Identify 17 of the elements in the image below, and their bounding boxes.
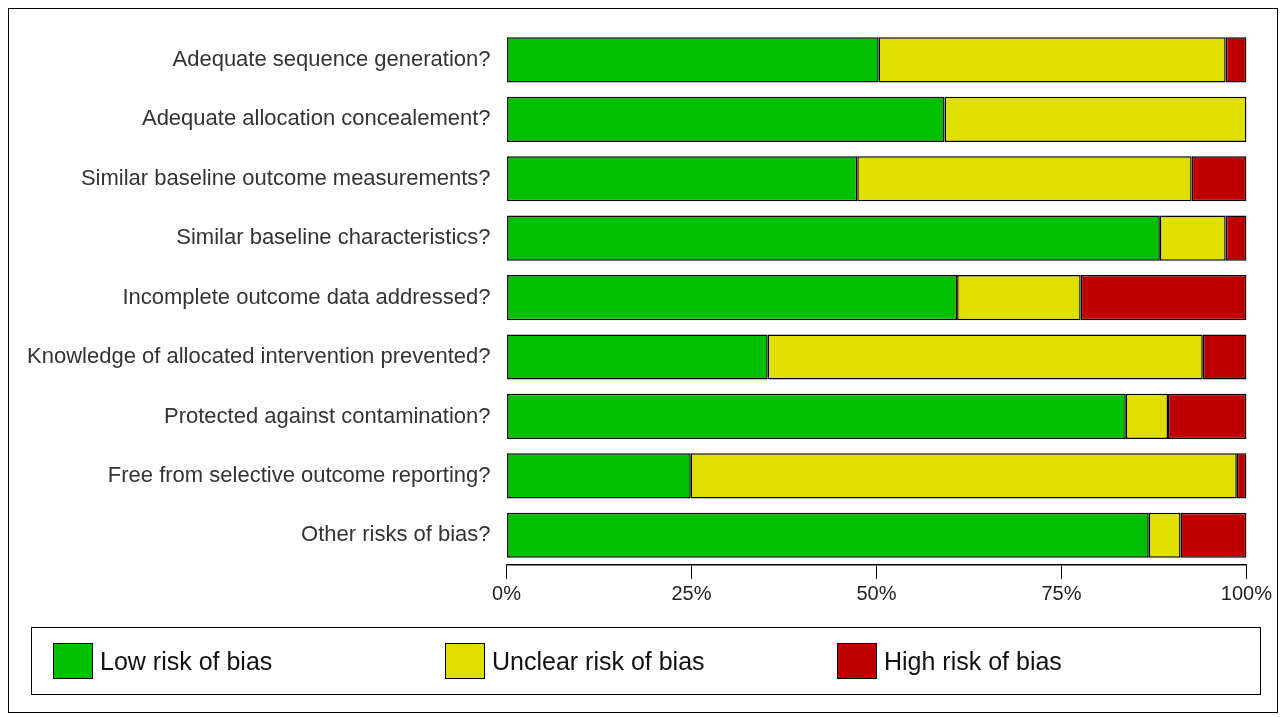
legend-label: Unclear risk of bias [492,646,705,676]
y-tick-label: Adequate sequence generation? [172,45,491,71]
x-tick-label: 0% [492,581,522,604]
y-tick-label: Similar baseline outcome measurements? [80,164,491,190]
y-tick-label: Protected against contamination? [164,402,491,428]
x-tick-label: 75% [1041,581,1082,604]
y-tick-label: Adequate allocation concealement? [141,105,491,131]
x-tick-label: 100% [1220,581,1273,604]
y-tick-label: Knowledge of allocated intervention prevented? [27,343,491,369]
y-tick-label: Incomplete outcome data addressed? [122,283,491,309]
legend-label: Low risk of bias [100,646,273,676]
y-tick-label: Similar baseline characteristics? [176,224,491,250]
y-tick-label: Other risks of bias? [301,521,491,547]
x-tick-label: 25% [671,581,712,604]
legend-label: High risk of bias [884,646,1062,676]
x-tick-label: 50% [856,581,897,604]
y-tick-label: Free from selective outcome reporting? [107,461,491,487]
